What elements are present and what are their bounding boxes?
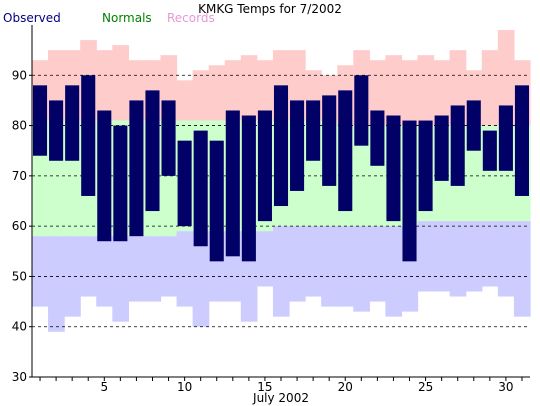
record-low-band <box>369 226 387 302</box>
record-low-band <box>256 231 274 287</box>
observed-bar <box>290 100 305 191</box>
observed-bar <box>466 100 481 151</box>
x-tick-label: 5 <box>100 380 108 394</box>
observed-bar <box>498 105 513 171</box>
observed-bar <box>113 125 128 242</box>
record-low-band <box>449 221 467 297</box>
record-low-band <box>32 236 49 307</box>
observed-bar <box>418 120 433 212</box>
record-high-band <box>385 55 403 126</box>
record-low-band <box>385 226 403 317</box>
observed-bar <box>177 140 192 227</box>
record-high-band <box>112 45 129 121</box>
record-low-band <box>48 236 65 332</box>
record-low-band <box>433 221 451 292</box>
observed-bar <box>257 110 272 222</box>
y-tick-label: 60 <box>12 219 27 233</box>
observed-bar <box>193 130 208 247</box>
x-axis-label: July 2002 <box>252 391 309 405</box>
observed-bar <box>145 90 160 212</box>
record-low-band <box>465 221 483 292</box>
observed-bar <box>49 100 64 161</box>
record-low-band <box>112 236 129 322</box>
record-low-band <box>144 236 162 302</box>
chart-title: KMKG Temps for 7/2002 <box>198 2 342 16</box>
record-low-band <box>176 231 194 307</box>
record-high-band <box>369 60 387 126</box>
record-low-band <box>96 236 113 307</box>
record-low-band <box>64 236 81 317</box>
record-low-band <box>272 226 290 317</box>
observed-bar <box>209 140 224 262</box>
record-high-band <box>240 55 258 121</box>
record-low-band <box>192 231 210 327</box>
observed-bar <box>81 75 96 196</box>
observed-bar <box>354 75 369 146</box>
y-tick-label: 80 <box>12 119 27 133</box>
record-low-band <box>80 236 97 297</box>
record-high-band <box>433 60 451 126</box>
observed-bar <box>33 85 48 156</box>
observed-bar <box>450 105 465 186</box>
x-tick-label: 15 <box>257 380 272 394</box>
observed-bar <box>434 115 449 181</box>
record-low-band <box>289 226 306 302</box>
record-high-band <box>208 65 226 121</box>
x-tick-label: 20 <box>338 380 353 394</box>
record-low-band <box>160 236 178 297</box>
record-low-band <box>417 221 435 292</box>
record-low-band <box>305 226 322 297</box>
observed-bar <box>338 90 353 212</box>
legend-records: Records <box>167 11 215 25</box>
observed-bar <box>482 130 497 171</box>
observed-bar <box>273 85 289 207</box>
observed-bar <box>386 115 401 222</box>
x-tick-label: 10 <box>177 380 192 394</box>
x-tick-label: 30 <box>498 380 513 394</box>
y-tick-label: 90 <box>12 68 27 82</box>
observed-bar <box>97 110 112 242</box>
observed-bar <box>402 120 417 262</box>
observed-bar <box>306 100 321 161</box>
observed-bar <box>161 100 176 176</box>
observed-bar <box>322 95 337 186</box>
record-low-band <box>353 226 370 312</box>
record-high-band <box>176 80 194 121</box>
observed-bar <box>514 85 529 196</box>
normal-band <box>353 125 370 227</box>
record-high-band <box>192 70 210 121</box>
record-low-band <box>513 221 531 317</box>
y-tick-label: 40 <box>12 320 27 334</box>
legend-observed: Observed <box>3 11 61 25</box>
observed-bar <box>225 110 240 257</box>
observed-bar <box>241 115 256 262</box>
y-tick-label: 50 <box>12 269 27 283</box>
y-tick-label: 70 <box>12 169 27 183</box>
observed-bar <box>65 85 80 161</box>
record-high-band <box>96 50 113 121</box>
observed-bar <box>370 110 385 166</box>
observed-bar <box>129 100 144 237</box>
y-tick-label: 30 <box>12 370 27 384</box>
record-low-band <box>481 221 499 287</box>
record-low-band <box>321 226 338 307</box>
plot-area: 30 40 50 60 70 80 90 5 10 15 20 25 30 <box>12 25 531 394</box>
record-high-band <box>401 60 419 126</box>
record-high-band <box>481 50 499 126</box>
record-high-band <box>497 30 515 126</box>
x-tick-label: 25 <box>418 380 433 394</box>
record-high-band <box>417 55 435 126</box>
record-low-band <box>128 236 146 302</box>
record-low-band <box>337 226 354 307</box>
legend-normals: Normals <box>102 11 152 25</box>
record-low-band <box>497 221 515 297</box>
